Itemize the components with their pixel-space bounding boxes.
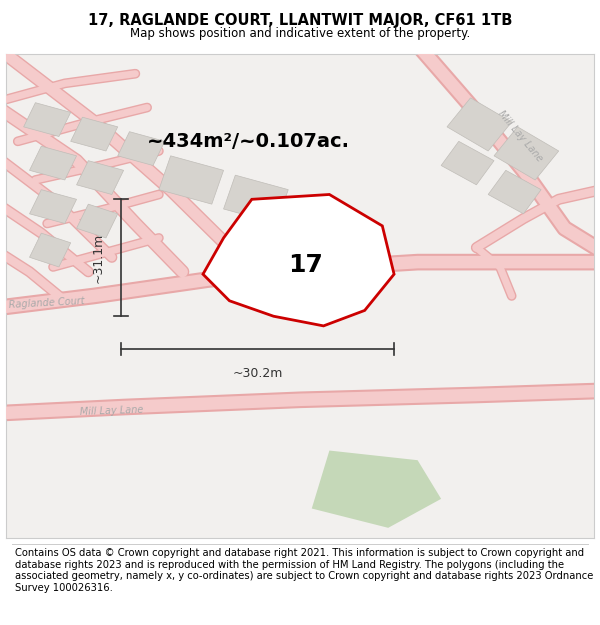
- Polygon shape: [71, 117, 118, 151]
- Polygon shape: [23, 102, 71, 136]
- Polygon shape: [312, 451, 441, 528]
- Polygon shape: [494, 127, 559, 180]
- Text: Map shows position and indicative extent of the property.: Map shows position and indicative extent…: [130, 27, 470, 40]
- Text: Mill Lay Lane: Mill Lay Lane: [496, 109, 545, 164]
- Text: ~434m²/~0.107ac.: ~434m²/~0.107ac.: [147, 132, 350, 151]
- Polygon shape: [488, 171, 541, 214]
- Polygon shape: [441, 141, 494, 185]
- Polygon shape: [447, 98, 512, 151]
- Text: 17: 17: [289, 253, 323, 276]
- Polygon shape: [29, 189, 77, 224]
- Polygon shape: [29, 233, 71, 267]
- Polygon shape: [77, 161, 124, 194]
- Text: ~30.2m: ~30.2m: [232, 367, 283, 380]
- Text: Mill Lay Lane: Mill Lay Lane: [268, 263, 332, 276]
- Text: ~31.1m: ~31.1m: [92, 232, 105, 283]
- Polygon shape: [118, 132, 165, 166]
- Text: Contains OS data © Crown copyright and database right 2021. This information is : Contains OS data © Crown copyright and d…: [15, 548, 593, 593]
- Polygon shape: [159, 156, 224, 204]
- Text: Mill Lay Lane: Mill Lay Lane: [80, 404, 144, 416]
- Polygon shape: [29, 146, 77, 180]
- Polygon shape: [203, 194, 394, 326]
- Polygon shape: [77, 204, 118, 238]
- Polygon shape: [224, 175, 288, 224]
- Text: Raglande Court: Raglande Court: [9, 296, 85, 310]
- Text: 17, RAGLANDE COURT, LLANTWIT MAJOR, CF61 1TB: 17, RAGLANDE COURT, LLANTWIT MAJOR, CF61…: [88, 12, 512, 28]
